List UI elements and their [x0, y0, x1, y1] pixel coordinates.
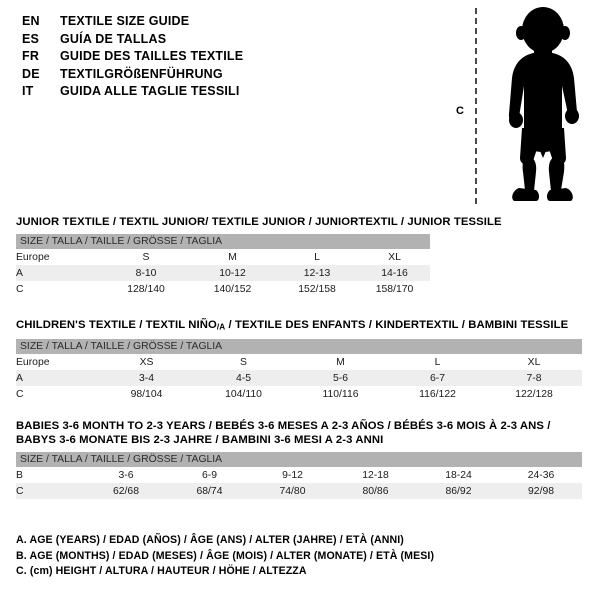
toddler-silhouette-icon [508, 7, 579, 201]
cell: XS [98, 354, 195, 371]
cell: 7-8 [486, 370, 583, 387]
legend-line-a: A. AGE (YEARS) / EDAD (AÑOS) / ÂGE (ANS)… [16, 534, 404, 546]
section-title-junior: JUNIOR TEXTILE / TEXTIL JUNIOR/ TEXTILE … [16, 216, 502, 228]
cell: L [389, 354, 486, 371]
cell: 24-36 [500, 467, 583, 483]
section-babies: BABIES 3-6 MONTH TO 2-3 YEARS / BEBÉS 3-… [16, 419, 583, 499]
table-row: C 128/140 140/152 152/158 158/170 [16, 281, 431, 297]
legend-line-b: B. AGE (MONTHS) / EDAD (MESES) / ÂGE (MO… [16, 549, 435, 562]
cell: 80/86 [334, 483, 417, 499]
cell: 98/104 [98, 386, 195, 403]
cell: 3-4 [98, 370, 195, 387]
section-title-babies-line2: BABYS 3-6 MONATE BIS 2-3 JAHRE / BAMBINI… [16, 434, 384, 446]
section-title-babies-line1: BABIES 3-6 MONTH TO 2-3 YEARS / BEBÉS 3-… [16, 420, 551, 432]
cell: 140/152 [190, 281, 275, 297]
cell: 92/98 [500, 483, 583, 499]
cell: S [102, 249, 190, 265]
cell: 122/128 [486, 386, 583, 403]
cell: 5-6 [292, 370, 389, 387]
language-title: GUÍA DE TALLAS [60, 31, 167, 46]
cell: XL [359, 249, 431, 265]
language-title: TEXTILE SIZE GUIDE [60, 14, 190, 28]
language-title: GUIDA ALLE TAGLIE TESSILI [60, 84, 240, 99]
section-junior: JUNIOR TEXTILE / TEXTIL JUNIOR/ TEXTILE … [16, 215, 502, 297]
cell: 86/92 [417, 483, 500, 499]
cell: 62/68 [84, 483, 168, 499]
cell: M [190, 249, 275, 265]
language-row: EN TEXTILE SIZE GUIDE [22, 13, 442, 31]
language-title: GUIDE DES TAILLES TEXTILE [60, 49, 244, 64]
section-title-children: CHILDREN'S TEXTILE / TEXTIL NIÑO/A / TEX… [16, 318, 582, 334]
language-code: IT [22, 84, 34, 99]
table-row: A 8-10 10-12 12-13 14-16 [16, 265, 431, 281]
section-title-children-pre: CHILDREN'S TEXTILE / TEXTIL NIÑO [16, 319, 217, 331]
cell: 110/116 [292, 386, 389, 403]
table-band-row: SIZE / TALLA / TAILLE / GRÖSSE / TAGLIA [16, 452, 583, 467]
language-title: TEXTILGRÖßENFÜHRUNG [60, 66, 223, 81]
language-row: FR GUIDE DES TAILLES TEXTILE [22, 48, 442, 66]
language-code: FR [22, 49, 40, 64]
measurement-figure: C [440, 0, 600, 212]
language-code: EN [22, 14, 40, 28]
cell: 74/80 [251, 483, 334, 499]
cell: 68/74 [168, 483, 251, 499]
cell: S [195, 354, 292, 371]
language-row: DE TEXTILGRÖßENFÜHRUNG [22, 66, 442, 84]
cell: 4-5 [195, 370, 292, 387]
section-title-children-post: / TEXTILE DES ENFANTS / KINDERTEXTIL / B… [225, 319, 569, 331]
table-row: C 62/68 68/74 74/80 80/86 86/92 92/98 [16, 483, 583, 499]
section-title-children-sub: /A [216, 322, 226, 332]
cell: 128/140 [102, 281, 190, 297]
cell: 3-6 [84, 467, 168, 483]
height-marker-label: C [456, 105, 464, 117]
row-label: C [16, 281, 102, 297]
table-row: C 98/104 104/110 110/116 116/122 122/128 [16, 386, 583, 403]
size-band-label: SIZE / TALLA / TAILLE / GRÖSSE / TAGLIA [16, 452, 583, 467]
row-label: B [16, 467, 84, 483]
cell: 6-7 [389, 370, 486, 387]
babies-size-table: SIZE / TALLA / TAILLE / GRÖSSE / TAGLIA … [16, 452, 583, 499]
cell: 158/170 [359, 281, 431, 297]
language-header-block: EN TEXTILE SIZE GUIDE ES GUÍA DE TALLAS … [22, 13, 442, 101]
cell: 12-18 [334, 467, 417, 483]
language-code: DE [22, 66, 40, 81]
row-label: Europe [16, 354, 98, 371]
cell: 10-12 [190, 265, 275, 281]
row-label: C [16, 483, 84, 499]
row-label: A [16, 265, 102, 281]
cell: 152/158 [275, 281, 359, 297]
table-band-row: SIZE / TALLA / TAILLE / GRÖSSE / TAGLIA [16, 339, 583, 355]
table-row: B 3-6 6-9 9-12 12-18 18-24 24-36 [16, 467, 583, 483]
cell: 18-24 [417, 467, 500, 483]
children-size-table: SIZE / TALLA / TAILLE / GRÖSSE / TAGLIA … [16, 339, 583, 403]
table-row: Europe XS S M L XL [16, 354, 583, 371]
language-row: ES GUÍA DE TALLAS [22, 31, 442, 49]
cell: 104/110 [195, 386, 292, 403]
cell: 8-10 [102, 265, 190, 281]
cell: 6-9 [168, 467, 251, 483]
height-dashed-line [475, 8, 477, 204]
cell: L [275, 249, 359, 265]
cell: XL [486, 354, 583, 371]
cell: M [292, 354, 389, 371]
table-row: A 3-4 4-5 5-6 6-7 7-8 [16, 370, 583, 387]
table-band-row: SIZE / TALLA / TAILLE / GRÖSSE / TAGLIA [16, 234, 431, 249]
language-row: IT GUIDA ALLE TAGLIE TESSILI [22, 83, 442, 101]
table-row: Europe S M L XL [16, 249, 431, 265]
cell: 12-13 [275, 265, 359, 281]
legend-line-c: C. (cm) HEIGHT / ALTURA / HAUTEUR / HÖHE… [16, 565, 307, 577]
cell: 14-16 [359, 265, 431, 281]
row-label: Europe [16, 249, 102, 265]
size-band-label: SIZE / TALLA / TAILLE / GRÖSSE / TAGLIA [16, 339, 583, 355]
legend-block: A. AGE (YEARS) / EDAD (AÑOS) / ÂGE (ANS)… [16, 533, 576, 580]
row-label: A [16, 370, 98, 387]
junior-size-table: SIZE / TALLA / TAILLE / GRÖSSE / TAGLIA … [16, 234, 431, 297]
row-label: C [16, 386, 98, 403]
language-code: ES [22, 31, 40, 46]
cell: 116/122 [389, 386, 486, 403]
section-children: CHILDREN'S TEXTILE / TEXTIL NIÑO/A / TEX… [16, 318, 583, 403]
size-band-label: SIZE / TALLA / TAILLE / GRÖSSE / TAGLIA [16, 234, 431, 249]
cell: 9-12 [251, 467, 334, 483]
